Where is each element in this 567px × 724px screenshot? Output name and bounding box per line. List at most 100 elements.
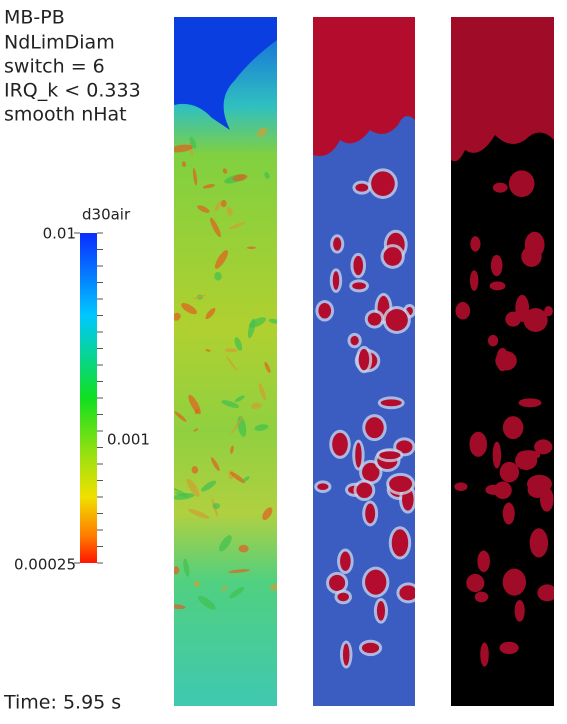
streak: [264, 171, 270, 179]
bubble: [337, 592, 349, 602]
streak: [234, 395, 245, 403]
streak: [174, 486, 189, 496]
bubble: [399, 585, 415, 601]
bubble: [480, 642, 489, 667]
colorbar-label: 0.001: [107, 431, 150, 449]
colorbar-label: 0.00025: [14, 556, 76, 574]
bubble: [529, 528, 549, 558]
streak: [229, 586, 245, 599]
bubble: [534, 439, 553, 455]
streak: [201, 480, 217, 492]
bubble: [365, 417, 384, 439]
bubble: [505, 311, 521, 327]
bubble: [380, 399, 402, 407]
streak: [193, 428, 199, 432]
bubble: [355, 183, 369, 192]
bubble: [371, 171, 395, 196]
streak: [225, 355, 238, 372]
streak: [269, 583, 277, 591]
bubble: [350, 335, 359, 346]
streak: [231, 415, 244, 434]
streak: [189, 136, 197, 149]
bubble: [389, 475, 413, 493]
colorbar: [80, 233, 97, 563]
streak: [264, 361, 271, 373]
bubble: [358, 348, 370, 371]
bubble: [362, 462, 380, 482]
streak: [202, 184, 216, 189]
streak: [214, 271, 222, 281]
bubble: [502, 416, 524, 440]
streak: [214, 250, 228, 269]
streak: [232, 174, 248, 182]
streak: [174, 566, 180, 575]
streak: [248, 317, 266, 328]
bubble: [469, 270, 479, 291]
bubble: [502, 568, 527, 596]
bubble: [518, 398, 542, 408]
bubble: [499, 641, 519, 655]
streak: [191, 466, 199, 474]
bubble: [329, 574, 346, 592]
bubble: [455, 302, 471, 320]
bubble: [517, 450, 541, 461]
bubble: [526, 474, 553, 494]
streak: [193, 580, 201, 587]
streak: [258, 383, 266, 401]
streak: [174, 604, 186, 610]
bubble: [340, 551, 351, 572]
bubble: [353, 255, 364, 276]
streak: [222, 168, 228, 174]
bubble: [537, 584, 554, 602]
annotation-line: smooth nHat: [4, 104, 127, 126]
bubble: [496, 347, 509, 372]
streak: [251, 402, 262, 409]
annotation-line: IRQ_k < 0.333: [4, 80, 141, 102]
streak: [242, 476, 250, 482]
streak: [210, 457, 220, 471]
streak: [246, 246, 256, 249]
streak: [214, 201, 222, 212]
streak: [174, 493, 195, 500]
colorbar-title: d30air: [82, 206, 131, 224]
bubble: [508, 170, 535, 197]
annotation-line: switch = 6: [4, 56, 105, 78]
streak: [181, 161, 187, 167]
bubble: [391, 529, 409, 557]
streak: [220, 199, 227, 208]
bubble: [318, 303, 332, 319]
bubble: [474, 591, 489, 603]
bubble: [332, 432, 348, 456]
streak: [188, 394, 201, 415]
streak: [205, 349, 211, 352]
streak: [262, 507, 273, 520]
streak: [221, 586, 227, 591]
colorbar-ticks: [74, 232, 103, 564]
streak: [188, 508, 210, 519]
streak: [226, 207, 233, 216]
streak: [234, 337, 243, 351]
panel-d30air: [174, 17, 277, 706]
bubble: [361, 642, 380, 654]
bubble: [317, 483, 329, 491]
streak: [212, 502, 221, 510]
bubble: [385, 309, 408, 331]
bubble: [365, 569, 387, 595]
bubble: [332, 271, 340, 290]
bubble: [365, 503, 376, 524]
streak: [268, 318, 277, 324]
bubble: [379, 451, 401, 460]
streak: [230, 445, 234, 454]
streak: [228, 569, 251, 573]
streak: [183, 558, 190, 577]
panel-alpha: [313, 17, 415, 706]
streak: [192, 168, 198, 186]
bubble: [469, 431, 488, 457]
bubble: [466, 573, 485, 593]
streak: [209, 217, 221, 238]
bubble: [492, 441, 502, 469]
streak: [256, 127, 268, 137]
bubble: [489, 281, 506, 291]
bubble: [477, 550, 490, 573]
streak: [181, 303, 197, 315]
